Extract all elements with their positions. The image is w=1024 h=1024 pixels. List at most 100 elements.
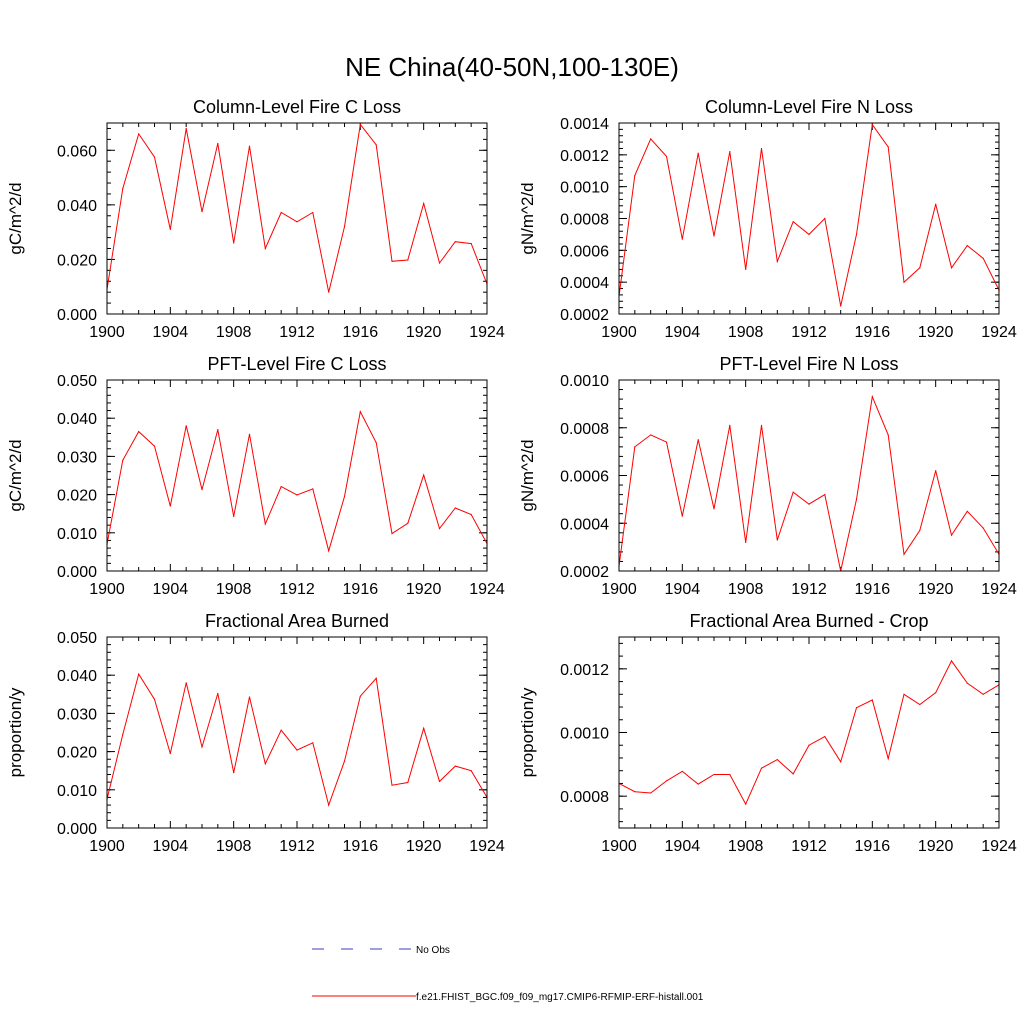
data-point <box>634 791 636 793</box>
data-point <box>438 262 441 264</box>
x-tick-label: 1900 <box>89 324 125 341</box>
x-tick-label: 1916 <box>343 324 379 341</box>
panel-title: Fractional Area Burned - Crop <box>689 611 928 631</box>
data-point <box>280 729 282 731</box>
data-point <box>248 145 251 147</box>
x-tick-label: 1900 <box>601 324 637 341</box>
data-point <box>824 217 826 220</box>
data-point <box>264 763 266 765</box>
x-tick-label: 1912 <box>791 324 827 341</box>
x-tick-label: 1908 <box>216 581 252 598</box>
data-point <box>697 152 699 154</box>
x-tick-label: 1924 <box>469 324 505 341</box>
data-point <box>887 146 889 148</box>
data-point <box>776 758 778 761</box>
data-point <box>391 784 393 786</box>
y-axis-label: gC/m^2/d <box>6 182 25 254</box>
data-point <box>871 123 873 126</box>
data-point <box>454 507 456 509</box>
data-point <box>950 660 953 662</box>
data-point <box>312 211 314 214</box>
y-tick-label: 0.0012 <box>560 148 609 165</box>
data-point <box>792 221 794 223</box>
data-point <box>423 202 425 205</box>
data-point <box>138 430 140 433</box>
data-point <box>470 513 472 516</box>
legend-no-obs-label: No Obs <box>416 945 450 956</box>
x-tick-label: 1908 <box>216 324 252 341</box>
x-tick-label: 1924 <box>469 581 505 598</box>
data-point <box>280 485 282 488</box>
panel-3: PFT-Level Fire C Loss 1900 1904 1908 1912 191… <box>6 354 505 598</box>
y-tick-label: 0.050 <box>57 630 97 647</box>
data-point <box>359 411 361 413</box>
panel-title: PFT-Level Fire N Loss <box>719 354 898 374</box>
data-point <box>792 773 794 775</box>
data-point <box>407 259 409 261</box>
x-tick-label: 1908 <box>728 324 764 341</box>
data-point <box>950 267 953 269</box>
data-point <box>185 425 187 427</box>
data-point <box>169 752 171 755</box>
data-point <box>122 733 124 736</box>
plot-frame <box>618 636 1000 829</box>
x-tick-label: 1924 <box>469 838 505 855</box>
data-point <box>328 804 330 806</box>
data-point <box>153 698 156 700</box>
y-tick-label: 0.010 <box>57 526 97 543</box>
data-point <box>650 792 652 794</box>
y-tick-label: 0.000 <box>57 307 97 324</box>
data-point <box>745 541 747 543</box>
data-point <box>296 494 298 496</box>
data-point <box>713 235 715 237</box>
x-tick-label: 1924 <box>981 324 1017 341</box>
x-tick-label: 1924 <box>981 581 1017 598</box>
x-tick-label: 1924 <box>981 838 1017 855</box>
data-point <box>729 424 731 426</box>
data-point <box>697 439 699 441</box>
y-tick-label: 0.0008 <box>560 421 609 438</box>
data-point <box>185 127 187 130</box>
panel-title: PFT-Level Fire C Loss <box>207 354 386 374</box>
data-point <box>138 133 140 135</box>
y-tick-label: 0.0006 <box>560 243 609 260</box>
data-point <box>887 434 889 436</box>
plot-frame <box>618 379 1000 572</box>
x-tick-label: 1912 <box>279 324 315 341</box>
y-axis-label: gN/m^2/d <box>518 182 537 254</box>
plot-frame <box>106 379 488 572</box>
data-point <box>201 746 203 748</box>
data-point <box>950 534 953 536</box>
series-line <box>106 123 488 293</box>
y-axis-label: proportion/y <box>518 687 537 777</box>
data-point <box>375 144 377 146</box>
x-tick-label: 1904 <box>153 581 189 598</box>
data-point <box>359 123 361 125</box>
data-point <box>760 767 763 769</box>
data-point <box>233 515 235 517</box>
y-tick-label: 0.020 <box>57 488 97 505</box>
data-point <box>855 498 858 500</box>
data-point <box>169 505 171 507</box>
data-point <box>729 151 731 153</box>
data-point <box>808 744 810 746</box>
y-tick-label: 0.050 <box>57 373 97 390</box>
y-tick-label: 0.0002 <box>560 564 609 581</box>
data-point <box>122 459 124 461</box>
data-point <box>233 242 235 244</box>
data-point <box>217 142 219 145</box>
data-point <box>966 510 968 512</box>
x-tick-label: 1904 <box>153 324 189 341</box>
legend-model-label: f.e21.FHIST_BGC.f09_f09_mg17.CMIP6-RFMIP… <box>416 992 704 1003</box>
data-point <box>264 247 266 250</box>
data-point <box>903 553 905 555</box>
x-tick-label: 1908 <box>728 838 764 855</box>
x-tick-label: 1912 <box>279 581 315 598</box>
data-point <box>776 539 778 541</box>
data-point <box>296 221 298 223</box>
data-point <box>217 429 219 431</box>
data-point <box>634 174 636 177</box>
y-tick-label: 0.040 <box>57 198 97 215</box>
x-tick-label: 1900 <box>601 581 637 598</box>
